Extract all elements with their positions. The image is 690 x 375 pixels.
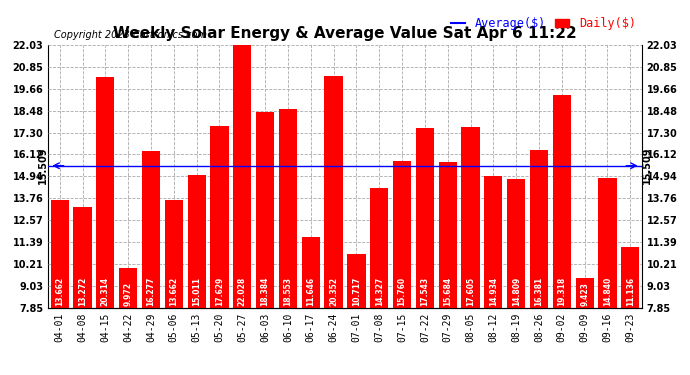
Bar xyxy=(347,254,366,308)
Bar xyxy=(393,161,411,308)
Bar xyxy=(530,150,548,308)
Text: 11.136: 11.136 xyxy=(626,276,635,306)
Bar xyxy=(142,152,160,308)
Title: Weekly Solar Energy & Average Value Sat Apr 6 11:22: Weekly Solar Energy & Average Value Sat … xyxy=(113,26,577,41)
Bar xyxy=(233,45,251,308)
Bar xyxy=(621,247,640,308)
Text: Copyright 2023 Cartronics.com: Copyright 2023 Cartronics.com xyxy=(55,30,207,40)
Text: 13.662: 13.662 xyxy=(169,276,178,306)
Bar xyxy=(462,127,480,308)
Bar xyxy=(416,128,434,308)
Text: 20.314: 20.314 xyxy=(101,276,110,306)
Bar xyxy=(302,237,320,308)
Bar xyxy=(598,178,617,308)
Text: 19.318: 19.318 xyxy=(558,276,566,306)
Text: 22.028: 22.028 xyxy=(238,276,247,306)
Text: 18.384: 18.384 xyxy=(261,276,270,306)
Bar xyxy=(439,162,457,308)
Bar xyxy=(256,112,274,308)
Text: 17.605: 17.605 xyxy=(466,276,475,306)
Text: 14.327: 14.327 xyxy=(375,276,384,306)
Bar xyxy=(210,126,228,308)
Text: 14.809: 14.809 xyxy=(512,276,521,306)
Bar xyxy=(50,200,69,308)
Text: 15.011: 15.011 xyxy=(192,277,201,306)
Text: 18.553: 18.553 xyxy=(284,277,293,306)
Text: 11.646: 11.646 xyxy=(306,276,315,306)
Text: 14.934: 14.934 xyxy=(489,276,498,306)
Text: 16.277: 16.277 xyxy=(146,276,155,306)
Bar xyxy=(279,110,297,308)
Text: 16.381: 16.381 xyxy=(535,276,544,306)
Bar xyxy=(553,95,571,308)
Bar xyxy=(575,278,594,308)
Text: 15.760: 15.760 xyxy=(397,276,406,306)
Text: 15.509: 15.509 xyxy=(642,147,652,184)
Text: 17.543: 17.543 xyxy=(420,276,429,306)
Text: 14.840: 14.840 xyxy=(603,276,612,306)
Legend: Average($), Daily($): Average($), Daily($) xyxy=(451,17,635,30)
Bar xyxy=(73,207,92,308)
Text: 15.684: 15.684 xyxy=(443,276,452,306)
Text: 15.509: 15.509 xyxy=(38,147,48,184)
Text: 10.717: 10.717 xyxy=(352,276,361,306)
Text: 13.272: 13.272 xyxy=(78,276,87,306)
Text: 20.352: 20.352 xyxy=(329,277,338,306)
Bar xyxy=(507,178,525,308)
Text: 17.629: 17.629 xyxy=(215,276,224,306)
Text: 9.972: 9.972 xyxy=(124,282,132,306)
Text: 9.423: 9.423 xyxy=(580,282,589,306)
Bar xyxy=(484,176,502,308)
Bar xyxy=(370,188,388,308)
Bar xyxy=(119,268,137,308)
Bar xyxy=(165,200,183,308)
Bar xyxy=(188,175,206,308)
Bar xyxy=(96,77,115,308)
Bar xyxy=(324,76,343,308)
Text: 13.662: 13.662 xyxy=(55,276,64,306)
